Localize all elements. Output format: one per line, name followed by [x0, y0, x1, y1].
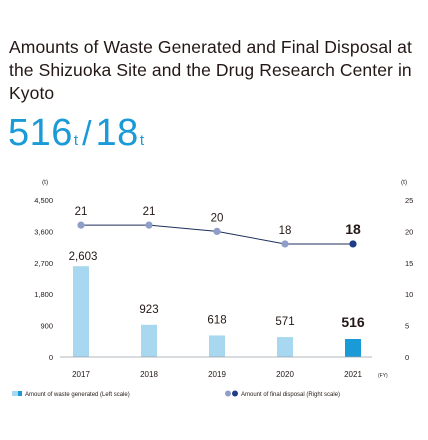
x-tick-label: 2018	[140, 370, 158, 379]
line-value-label: 21	[143, 206, 156, 218]
bar-waste-generated	[141, 324, 157, 357]
x-tick-label: 2017	[72, 370, 90, 379]
headline-waste-unit: t	[73, 132, 79, 149]
right-tick-label: 0	[405, 353, 409, 362]
legend-marker-final-disposal-highlight	[232, 390, 238, 397]
headline-disposal-unit: t	[139, 132, 144, 149]
right-tick-label: 15	[405, 259, 413, 268]
left-axis-unit: (t)	[42, 179, 48, 186]
x-axis-unit: (FY)	[378, 373, 388, 379]
line-value-label: 20	[211, 212, 224, 224]
bar-waste-generated	[209, 335, 225, 357]
headline-figures: 516t/18t	[8, 112, 144, 156]
legend-swatch-waste-generated-highlight	[18, 391, 22, 396]
left-tick-label: 3,600	[34, 227, 53, 236]
left-tick-label: 2,700	[34, 259, 53, 268]
legend-label-waste-generated: Amount of waste generated (Left scale)	[25, 392, 130, 398]
left-tick-label: 1,800	[34, 290, 53, 299]
left-tick-label: 0	[49, 353, 53, 362]
left-tick-label: 900	[40, 322, 53, 331]
right-axis-unit: (t)	[401, 179, 407, 186]
bar-value-label: 516	[341, 314, 365, 330]
bar-value-label: 923	[139, 304, 158, 316]
bar-waste-generated	[277, 337, 293, 357]
right-tick-label: 5	[405, 322, 409, 331]
chart-title: Amounts of Waste Generated and Final Dis…	[9, 37, 412, 103]
right-tick-label: 25	[405, 196, 413, 205]
line-value-label: 21	[75, 206, 88, 218]
bar-value-label: 618	[207, 314, 226, 326]
line-point-final-disposal	[145, 221, 153, 229]
headline-separator: /	[82, 115, 92, 153]
line-point-final-disposal	[281, 240, 289, 248]
bar-value-label: 2,603	[69, 251, 98, 263]
legend-swatch-waste-generated	[12, 391, 19, 396]
line-value-label: 18	[345, 221, 361, 237]
right-tick-label: 10	[405, 290, 413, 299]
right-tick-label: 20	[405, 227, 413, 236]
legend-label-final-disposal: Amount of final disposal (Right scale)	[241, 392, 340, 398]
bar-value-label: 571	[275, 316, 294, 328]
bar-waste-generated	[345, 338, 361, 357]
left-tick-label: 4,500	[34, 196, 53, 205]
line-point-final-disposal	[77, 221, 85, 229]
line-point-final-disposal	[349, 240, 357, 248]
x-tick-label: 2021	[344, 370, 362, 379]
line-point-final-disposal	[213, 227, 221, 235]
legend-marker-final-disposal	[225, 390, 231, 397]
headline-disposal-value: 18	[95, 112, 139, 154]
x-tick-label: 2019	[208, 370, 226, 379]
line-value-label: 18	[279, 225, 292, 237]
bar-waste-generated	[73, 266, 89, 357]
headline-waste-value: 516	[8, 112, 73, 154]
x-tick-label: 2020	[276, 370, 294, 379]
